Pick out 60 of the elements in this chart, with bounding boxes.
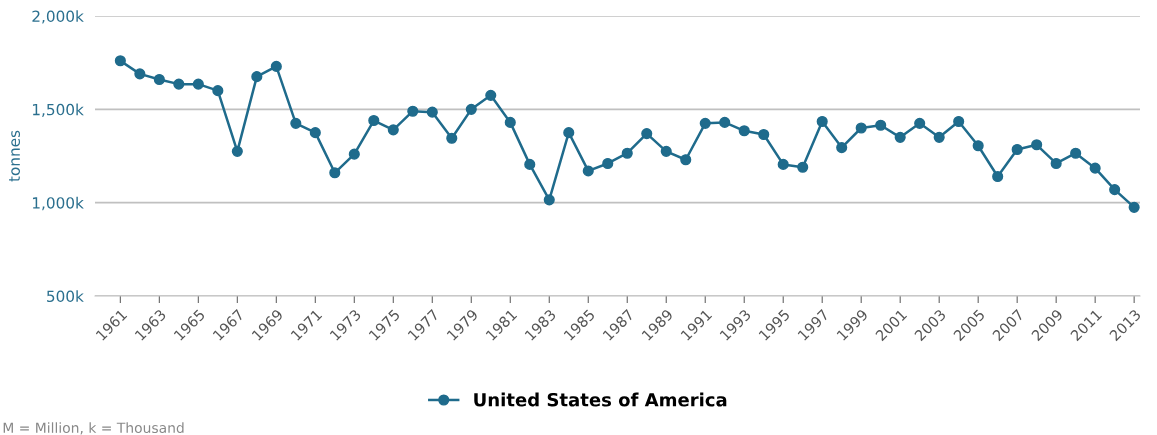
point <box>1050 157 1062 170</box>
point <box>582 165 594 177</box>
point <box>231 145 243 157</box>
point <box>465 103 477 115</box>
point <box>368 114 380 127</box>
point <box>348 148 360 160</box>
y-tick-label: 2,000k <box>32 10 84 24</box>
point <box>836 142 848 154</box>
point <box>270 60 282 72</box>
point <box>855 122 867 134</box>
point <box>426 106 438 118</box>
y-tick-label: 1,500k <box>32 103 84 117</box>
point <box>485 89 497 101</box>
point <box>758 128 770 141</box>
point <box>251 71 263 83</box>
point <box>816 115 828 128</box>
point <box>1109 184 1121 196</box>
y-axis-title: tonnes <box>9 130 21 182</box>
y-tick-label: 1,000k <box>32 196 84 211</box>
point <box>153 73 165 86</box>
legend-label: United States of America <box>474 392 727 407</box>
point <box>699 117 711 129</box>
point <box>290 117 302 129</box>
point <box>563 127 575 139</box>
point <box>1070 147 1082 159</box>
point <box>875 119 887 131</box>
point <box>641 128 653 140</box>
point <box>1089 162 1101 174</box>
point <box>407 105 419 117</box>
point <box>309 127 321 139</box>
point <box>543 194 555 206</box>
y-tick-label: 500k <box>47 290 84 303</box>
point <box>972 140 984 152</box>
point <box>738 125 750 137</box>
point <box>914 117 926 129</box>
point <box>192 78 204 90</box>
point <box>953 115 965 128</box>
point <box>504 116 516 128</box>
point <box>114 55 126 67</box>
point <box>1011 143 1023 156</box>
point <box>524 158 536 170</box>
point <box>680 154 692 166</box>
text: M = Million, k = Thousand <box>3 422 184 435</box>
point <box>173 78 185 90</box>
point <box>660 145 672 157</box>
point <box>1031 139 1043 151</box>
point <box>797 161 809 173</box>
point <box>933 131 945 143</box>
point <box>1128 201 1140 213</box>
point <box>212 85 224 97</box>
point <box>777 158 789 170</box>
point <box>719 116 731 128</box>
point <box>134 68 146 80</box>
point <box>446 132 458 144</box>
point <box>387 124 399 136</box>
point <box>992 170 1004 183</box>
point <box>602 157 614 170</box>
point <box>621 147 633 159</box>
point <box>329 167 341 179</box>
point <box>894 131 906 143</box>
